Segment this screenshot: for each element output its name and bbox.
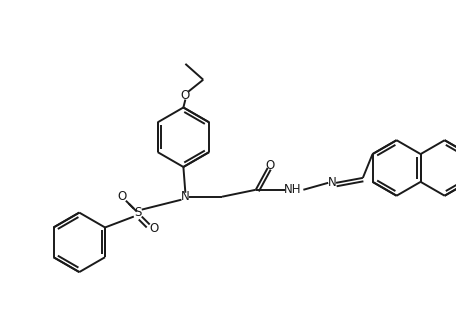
Text: NH: NH <box>284 183 301 196</box>
Text: N: N <box>328 176 337 189</box>
Text: N: N <box>181 190 190 203</box>
Text: O: O <box>117 190 126 203</box>
Text: O: O <box>181 89 190 102</box>
Text: O: O <box>265 159 274 173</box>
Text: O: O <box>149 222 158 235</box>
Text: S: S <box>134 206 142 219</box>
